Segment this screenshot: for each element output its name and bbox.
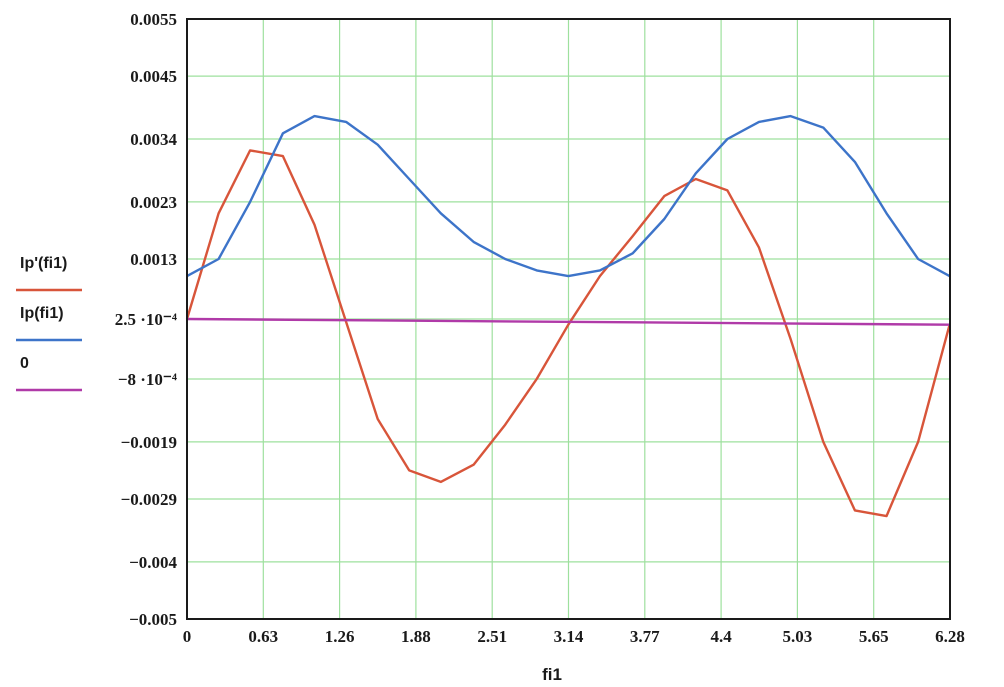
series-line xyxy=(186,114,951,278)
series-lines xyxy=(185,114,951,518)
x-tick-label: 3.77 xyxy=(630,627,660,646)
legend-label: Ip(fi1) xyxy=(20,305,64,322)
y-tick-label: −0.005 xyxy=(129,610,177,629)
y-tick-label: 2.5 ·10⁻⁴ xyxy=(115,310,177,329)
y-tick-label: −0.0019 xyxy=(121,433,177,452)
y-tick-label: 0.0013 xyxy=(130,250,177,269)
x-tick-label: 4.4 xyxy=(710,627,732,646)
y-tick-label: 0.0034 xyxy=(130,130,177,149)
x-tick-label: 6.28 xyxy=(935,627,965,646)
x-tick-label: 2.51 xyxy=(477,627,507,646)
x-tick-label: 5.65 xyxy=(859,627,889,646)
x-tick-label: 3.14 xyxy=(554,627,584,646)
x-tick-label: 0.63 xyxy=(248,627,278,646)
plot-frame xyxy=(186,18,951,620)
x-axis-label: fi1 xyxy=(542,665,562,684)
y-tick-label: 0.0055 xyxy=(130,10,177,29)
y-tick-label: 0.0023 xyxy=(130,193,177,212)
x-tick-label: 5.03 xyxy=(783,627,813,646)
series-line xyxy=(186,317,950,326)
legend: Ip'(fi1) Ip(fi1) 0 xyxy=(16,255,82,392)
y-tick-label: −0.004 xyxy=(129,553,177,572)
series-line xyxy=(185,149,951,518)
legend-label: 0 xyxy=(20,355,29,372)
legend-label: Ip'(fi1) xyxy=(20,255,67,272)
x-axis-ticks: 0 0.63 1.26 1.88 2.51 3.14 3.77 4.4 5.03 5.65 6.28 xyxy=(183,627,965,646)
y-tick-label: −0.0029 xyxy=(121,490,177,509)
y-tick-label: 0.0045 xyxy=(130,67,177,86)
x-tick-label: 1.26 xyxy=(325,627,355,646)
y-tick-label: −8 ·10⁻⁴ xyxy=(118,370,177,389)
x-tick-label: 1.88 xyxy=(401,627,431,646)
x-tick-label: 0 xyxy=(183,627,192,646)
y-axis-ticks: 0.0055 0.0045 0.0034 0.0023 0.0013 2.5 ·10⁻⁴ −… xyxy=(115,10,178,629)
